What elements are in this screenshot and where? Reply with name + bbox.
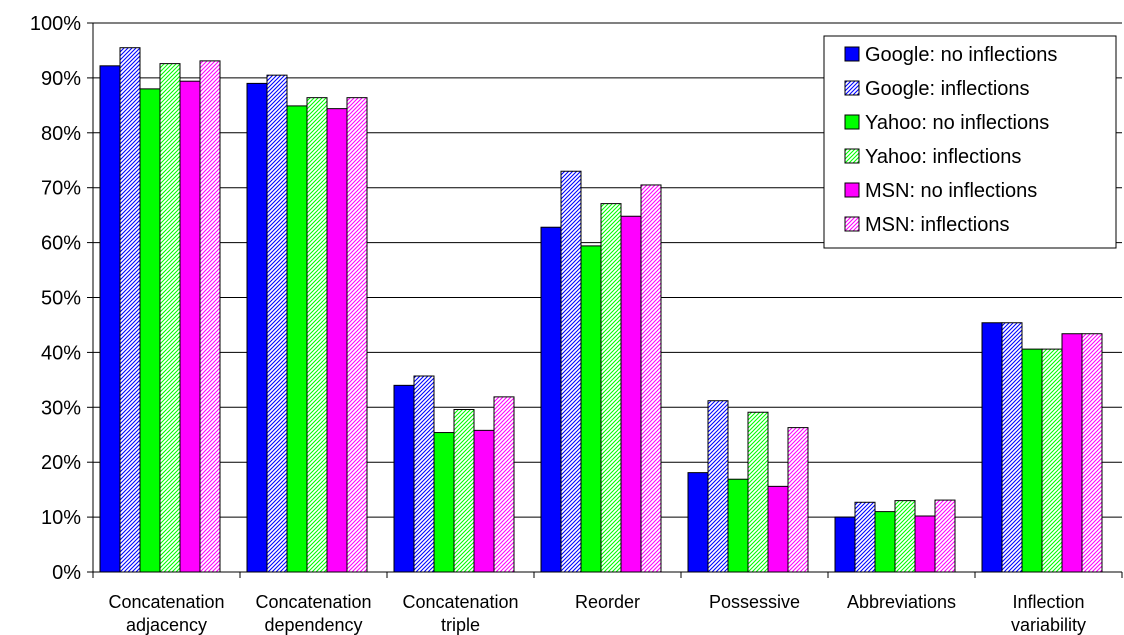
bar: [1001, 322, 1023, 573]
legend-swatch: [844, 114, 860, 130]
bar: [1021, 348, 1043, 573]
category-label: Inflection variability: [1011, 592, 1086, 635]
category-label: Concatenation dependency: [255, 592, 371, 635]
bar: [306, 97, 328, 573]
bar: [453, 408, 475, 573]
y-tick-label: 10%: [41, 507, 81, 529]
legend-box: [823, 35, 1117, 249]
bar: [874, 511, 896, 573]
legend-swatch: [844, 216, 860, 232]
bar: [493, 396, 515, 573]
bar: [1081, 333, 1103, 573]
y-tick-label: 60%: [41, 233, 81, 255]
bar: [620, 215, 642, 573]
legend-label: Google: inflections: [865, 78, 1030, 100]
y-tick-label: 0%: [52, 562, 81, 584]
category-label: Possessive: [709, 592, 800, 612]
bar: [1041, 348, 1063, 573]
bar: [914, 515, 936, 573]
bar: [413, 375, 435, 573]
category-label: Concatenation triple: [402, 592, 518, 635]
bar: [159, 63, 181, 573]
bar: [934, 499, 956, 573]
bar: [179, 80, 201, 573]
bar: [600, 203, 622, 573]
bar: [286, 105, 308, 573]
bar: [787, 427, 809, 573]
legend-swatch: [844, 80, 860, 96]
bar: [894, 500, 916, 573]
bar: [560, 170, 582, 573]
bar: [393, 384, 415, 573]
bar: [266, 74, 288, 573]
bar: [199, 60, 221, 573]
bar: [981, 322, 1003, 573]
bar: [246, 82, 268, 573]
bar: [747, 411, 769, 573]
legend-swatch: [844, 46, 860, 62]
bar: [767, 485, 789, 573]
bar: [580, 245, 602, 573]
bar: [473, 429, 495, 573]
legend: Google: no inflections Google: inflection…: [823, 35, 1117, 249]
bar: [99, 65, 121, 573]
bar: [346, 97, 368, 573]
x-axis-labels: Concatenation adjacency Concatenation depen…: [108, 592, 1086, 635]
y-tick-label: 100%: [30, 13, 81, 35]
legend-swatch: [844, 182, 860, 198]
bar: [687, 472, 709, 573]
y-tick-label: 50%: [41, 288, 81, 310]
category-label: Abbreviations: [847, 592, 956, 612]
bar: [326, 108, 348, 573]
y-tick-label: 30%: [41, 397, 81, 419]
bar: [727, 478, 749, 573]
y-tick-label: 20%: [41, 452, 81, 474]
bar: [119, 47, 141, 573]
bar: [707, 400, 729, 573]
legend-label: Yahoo: inflections: [865, 146, 1021, 168]
axes: [92, 23, 1123, 578]
legend-label: MSN: inflections: [865, 214, 1010, 236]
bar: [139, 88, 161, 573]
category-label: Concatenation adjacency: [108, 592, 224, 635]
bar: [1061, 333, 1083, 573]
y-tick-label: 70%: [41, 178, 81, 200]
y-tick-label: 40%: [41, 342, 81, 364]
bar: [834, 516, 856, 573]
bar: [854, 501, 876, 573]
bar: [433, 432, 455, 573]
legend-label: MSN: no inflections: [865, 180, 1037, 202]
legend-label: Google: no inflections: [865, 44, 1057, 66]
y-axis-ticks: 0% 10% 20% 30% 40% 50% 60% 70% 80% 90% 100%: [30, 13, 93, 584]
bar: [540, 226, 562, 573]
y-tick-label: 90%: [41, 68, 81, 90]
bar: [640, 184, 662, 573]
category-label: Reorder: [575, 592, 640, 612]
legend-swatch: [844, 148, 860, 164]
legend-label: Yahoo: no inflections: [865, 112, 1049, 134]
y-tick-label: 80%: [41, 123, 81, 145]
